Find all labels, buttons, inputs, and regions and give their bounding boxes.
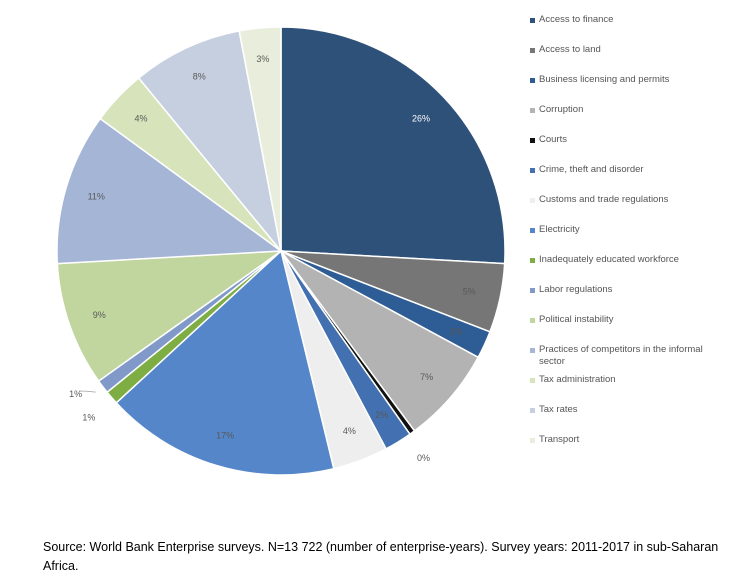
slice-data-label: 7% (420, 372, 433, 382)
legend-label: Courts (539, 134, 567, 145)
pie-slice (280, 26, 506, 265)
legend-swatch (530, 347, 535, 353)
legend-label: Inadequately educated workforce (539, 254, 679, 265)
legend-item: Electricity (530, 224, 729, 236)
legend-label: Tax rates (539, 404, 578, 415)
legend-item: Practices of competitors in the informal… (530, 344, 729, 368)
legend-item: Tax rates (530, 404, 729, 416)
slice-data-label: 0% (417, 453, 430, 463)
slice-data-label: 1% (69, 389, 82, 399)
legend-label: Corruption (539, 104, 584, 115)
legend-swatch (530, 77, 535, 83)
legend-item: Access to land (530, 44, 729, 56)
slice-data-label: 8% (193, 72, 206, 82)
legend-item: Transport (530, 434, 729, 446)
legend-swatch (530, 167, 535, 173)
legend-item: Political instability (530, 314, 729, 326)
legend-item: Tax administration (530, 374, 729, 386)
legend-label: Crime, theft and disorder (539, 164, 644, 175)
legend-label: Political instability (539, 314, 614, 325)
legend-swatch (530, 227, 535, 233)
legend-label: Transport (539, 434, 580, 445)
legend-item: Courts (530, 134, 729, 146)
legend-item: Access to finance (530, 14, 729, 26)
legend-swatch (530, 437, 535, 443)
legend-swatch (530, 377, 535, 383)
legend-label: Practices of competitors in the informal… (539, 344, 703, 367)
slice-data-label: 26% (412, 114, 430, 124)
legend-item: Business licensing and permits (530, 74, 729, 86)
legend-item: Crime, theft and disorder (530, 164, 729, 176)
legend-label: Electricity (539, 224, 580, 235)
slice-data-label: 11% (88, 191, 105, 201)
legend-swatch (530, 47, 535, 53)
slice-data-label: 2% (449, 327, 462, 337)
slice-data-label: 1% (82, 412, 95, 422)
legend-label: Tax administration (539, 374, 616, 385)
slice-data-label: 17% (216, 430, 234, 440)
legend-label: Access to land (539, 44, 601, 55)
legend-label: Labor regulations (539, 284, 613, 295)
slice-data-label: 4% (343, 426, 356, 436)
legend-swatch (530, 137, 535, 143)
legend-label: Access to finance (539, 14, 614, 25)
slice-data-label: 3% (256, 54, 269, 64)
pie-slice (137, 30, 282, 252)
pie-slice (115, 249, 335, 476)
label-leader-line (79, 390, 96, 393)
legend-swatch (530, 407, 535, 413)
legend-swatch (530, 107, 535, 113)
legend-label: Customs and trade regulations (539, 194, 669, 205)
slice-data-label: 9% (93, 310, 106, 320)
pie-slice (56, 250, 284, 383)
slice-data-label: 2% (375, 410, 388, 420)
legend-item: Customs and trade regulations (530, 194, 729, 206)
legend-item: Labor regulations (530, 284, 729, 296)
legend-item: Corruption (530, 104, 729, 116)
slice-data-label: 4% (134, 114, 147, 124)
pie-slice (56, 117, 284, 265)
legend-swatch (530, 197, 535, 203)
legend-label: Business licensing and permits (539, 74, 670, 85)
legend-swatch (530, 287, 535, 293)
legend-swatch (530, 17, 535, 23)
legend-swatch (530, 257, 535, 263)
pie-slice (238, 26, 282, 252)
slice-data-label: 5% (463, 287, 476, 297)
source-note: Source: World Bank Enterprise surveys. N… (43, 540, 719, 573)
legend-swatch (530, 317, 535, 323)
legend-item: Inadequately educated workforce (530, 254, 729, 266)
